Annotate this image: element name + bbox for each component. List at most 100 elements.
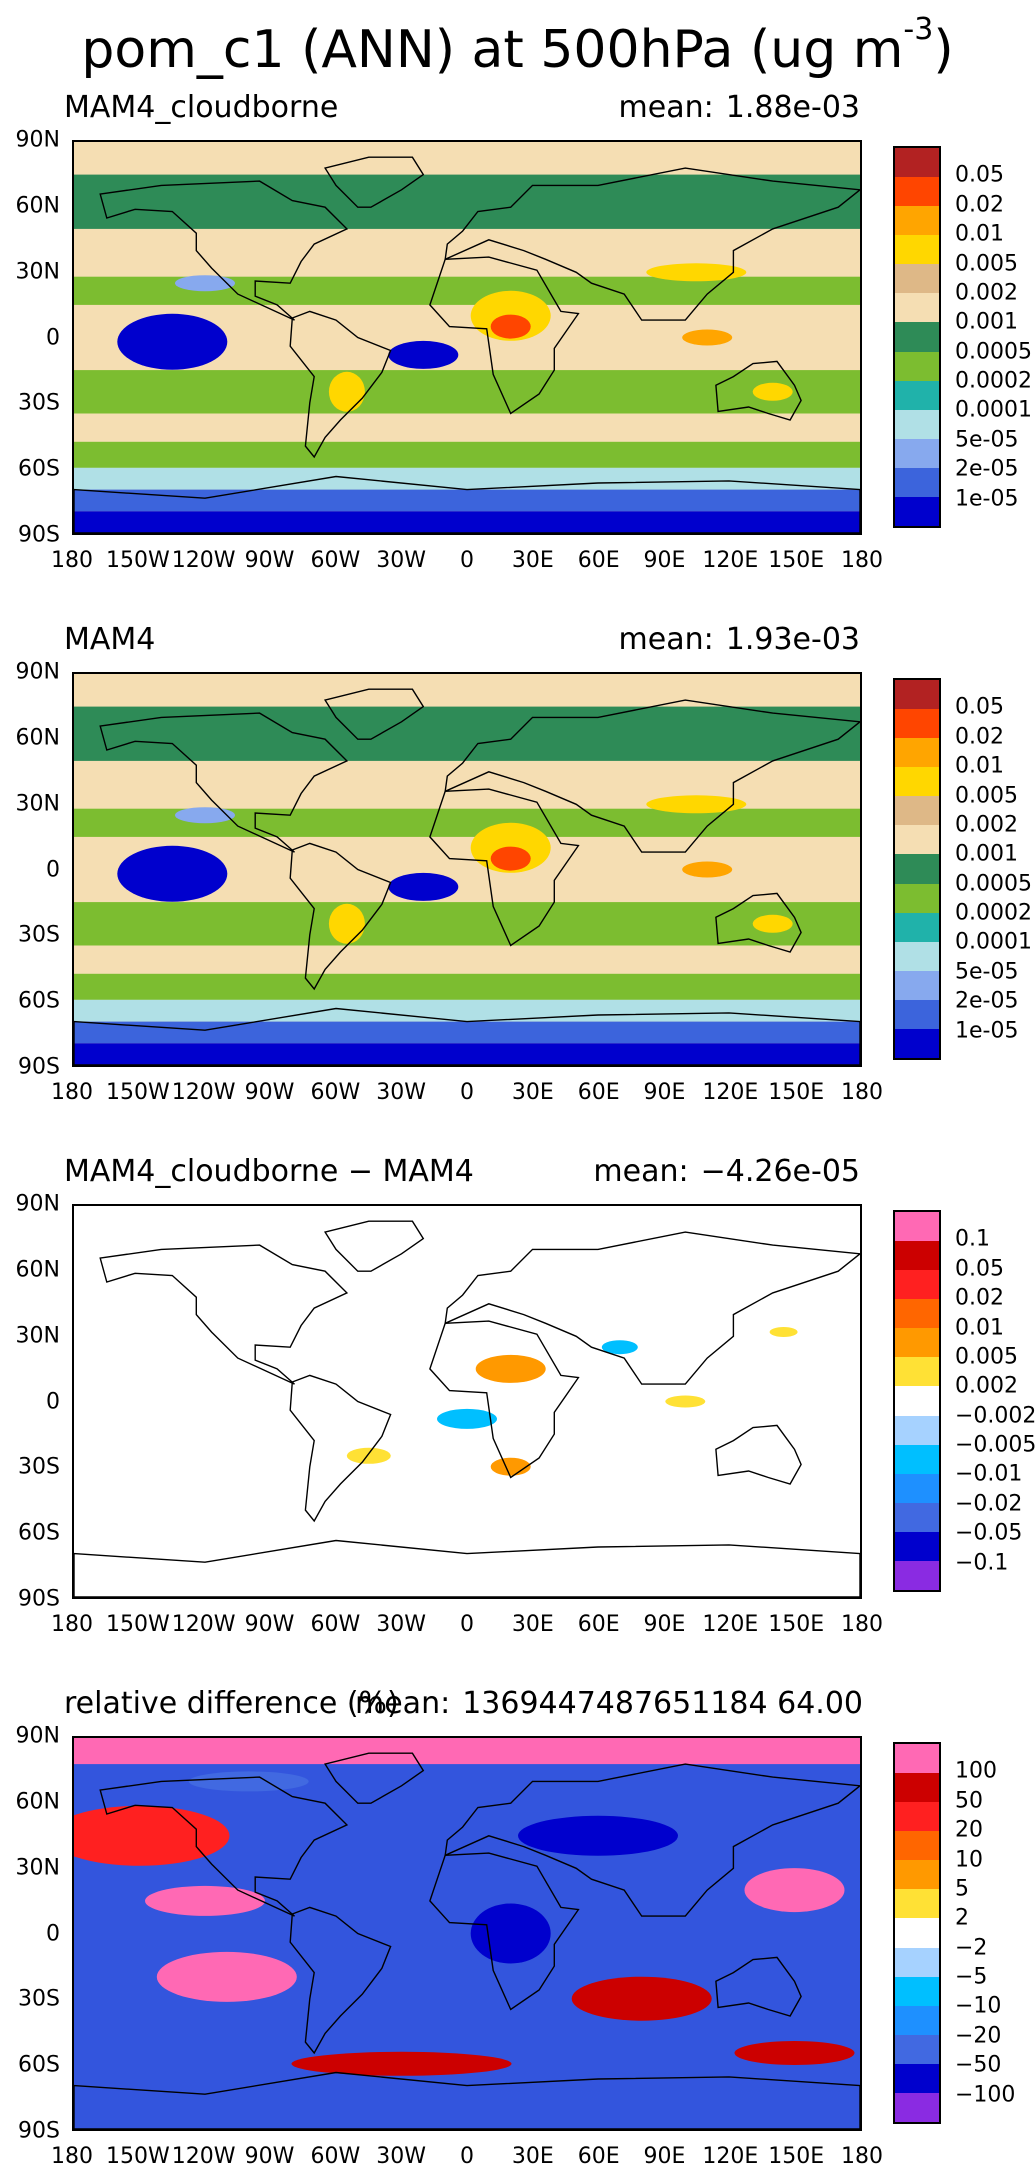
lon-tick-label: 90W: [244, 548, 295, 573]
lon-tick-label: 60W: [310, 2144, 361, 2169]
lon-tick-label: 0: [460, 1612, 474, 1637]
map-field: [74, 142, 860, 533]
colorbar-swatch: [895, 1889, 939, 1919]
colorbar-label: 0.05: [955, 1256, 1004, 1282]
colorbar-swatch: [895, 1502, 939, 1532]
colorbar-label: −100: [955, 2082, 1016, 2108]
lon-tick-label: 120E: [702, 1080, 759, 1105]
lat-tick-label: 60S: [18, 988, 60, 1014]
figure-title: pom_c1 (ANN) at 500hPa (ug m-3): [0, 0, 1035, 80]
lon-tick-label: 60W: [310, 548, 361, 573]
lon-tick-label: 90E: [643, 1612, 686, 1637]
colorbar-swatch: [895, 322, 939, 352]
lon-tick-label: 60W: [310, 1612, 361, 1637]
colorbar-swatch: [895, 1212, 939, 1242]
panel-mean: mean: 1.88e-03: [619, 90, 860, 125]
colorbar-swatch: [895, 970, 939, 1000]
colorbar-label: −5: [955, 1964, 988, 1990]
colorbar-label: 0.05: [955, 694, 1004, 720]
map-field: [74, 674, 860, 1065]
colorbar-swatch: [895, 177, 939, 207]
colorbar-swatch: [895, 1918, 939, 1948]
mean-value: 1.93e-03: [725, 622, 860, 657]
title-close: ): [933, 20, 954, 80]
lat-tick-labels: 90N 60N 30N 0 30S 60S 90S: [0, 128, 60, 548]
colorbar-swatch: [895, 380, 939, 410]
lat-tick-label: 0: [46, 325, 60, 350]
lon-tick-label: 120W: [171, 2144, 236, 2169]
panel-title: MAM4: [64, 622, 156, 657]
colorbar-label: 50: [955, 1788, 983, 1814]
lat-tick-label: 90N: [15, 1191, 60, 1217]
lat-tick-labels: 90N 60N 30N 0 30S 60S 90S: [0, 1192, 60, 1612]
lon-tick-label: 60E: [577, 548, 620, 573]
colorbar-swatch: [895, 1773, 939, 1803]
lon-tick-label: 120E: [702, 2144, 759, 2169]
lat-tick-label: 30N: [15, 1323, 60, 1349]
lat-tick-label: 90S: [18, 2118, 60, 2144]
lat-tick-label: 90N: [15, 659, 60, 685]
colorbar-label: 0.02: [955, 724, 1004, 750]
lon-tick-label: 120E: [702, 1612, 759, 1637]
colorbar-label: 20: [955, 1817, 983, 1843]
colorbar-label: −0.1: [955, 1550, 1009, 1576]
colorbar-labels: 0.1 0.05 0.02 0.01 0.005 0.002 −0.002 −0.005 −0.…: [955, 1210, 1035, 1592]
lon-tick-label: 120W: [171, 548, 236, 573]
colorbar-swatch: [895, 1386, 939, 1416]
colorbar-swatch: [895, 1415, 939, 1445]
colorbar-label: −2: [955, 1935, 988, 1961]
lat-tick-label: 60N: [15, 725, 60, 751]
mean-label: mean:: [618, 622, 714, 657]
colorbar-label: −50: [955, 2052, 1002, 2078]
panel-mean: mean: −4.26e-05: [593, 1154, 860, 1189]
colorbar-label: 0.002: [955, 812, 1018, 838]
colorbar: [893, 678, 941, 1060]
colorbar-swatch: [895, 1444, 939, 1474]
lat-tick-label: 30S: [18, 1454, 60, 1480]
colorbar-swatch: [895, 2063, 939, 2093]
colorbar-label: 0.01: [955, 221, 1004, 247]
colorbar-labels: 0.05 0.02 0.01 0.005 0.002 0.001 0.0005 0.0002 0…: [955, 678, 1035, 1060]
colorbar-label: 0.005: [955, 1344, 1018, 1370]
colorbar-swatch: [895, 148, 939, 178]
colorbar-label: 2e-05: [955, 988, 1019, 1014]
colorbar-label: 0.01: [955, 753, 1004, 779]
mean-label: mean:: [593, 1154, 689, 1189]
lon-tick-label: 30W: [376, 548, 427, 573]
lat-tick-labels: 90N 60N 30N 0 30S 60S 90S: [0, 660, 60, 1080]
map-plot: [72, 672, 862, 1067]
lon-tick-label: 180: [51, 1612, 93, 1637]
lon-tick-label: 60E: [577, 1080, 620, 1105]
panel-mean: mean: 1369447487651184 64.00: [355, 1686, 863, 1721]
lon-tick-label: 30E: [511, 1612, 554, 1637]
colorbar-label: 0.02: [955, 1285, 1004, 1311]
colorbar-swatch: [895, 2092, 939, 2122]
colorbar-label: 0.05: [955, 162, 1004, 188]
lat-tick-label: 60N: [15, 1257, 60, 1283]
colorbar-swatch: [895, 1744, 939, 1774]
lon-tick-label: 150E: [768, 1612, 825, 1637]
mean-value: 1369447487651184 64.00: [462, 1686, 863, 1721]
colorbar-label: 100: [955, 1758, 997, 1784]
lat-tick-label: 30N: [15, 259, 60, 285]
lat-tick-label: 0: [46, 857, 60, 882]
lon-tick-label: 30E: [511, 1080, 554, 1105]
colorbar-label: 0.0002: [955, 900, 1032, 926]
colorbar-label: 2: [955, 1905, 969, 1931]
colorbar-label: 0.0001: [955, 929, 1032, 955]
map-plot: [72, 140, 862, 535]
colorbar-label: 1e-05: [955, 1018, 1019, 1044]
lon-tick-label: 180: [841, 548, 883, 573]
colorbar-label: 5: [955, 1876, 969, 1902]
colorbar-label: 0.0005: [955, 871, 1032, 897]
colorbar-label: −0.02: [955, 1491, 1023, 1517]
lat-tick-label: 60N: [15, 193, 60, 219]
lat-tick-label: 90S: [18, 1054, 60, 1080]
lon-tick-label: 90E: [643, 548, 686, 573]
lon-tick-label: 120W: [171, 1080, 236, 1105]
map-plot: [72, 1736, 862, 2131]
colorbar-swatch: [895, 1976, 939, 2006]
colorbar-label: −0.002: [955, 1403, 1035, 1429]
lon-tick-label: 0: [460, 1080, 474, 1105]
colorbar-label: 0.005: [955, 783, 1018, 809]
